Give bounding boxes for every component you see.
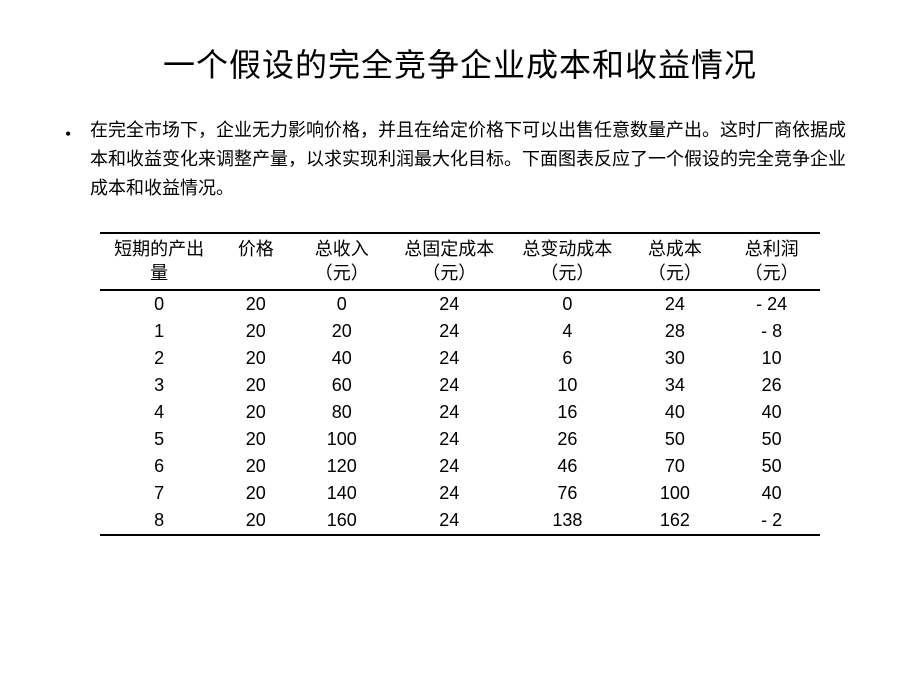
cell-profit: - 8 [723, 318, 820, 345]
cell-fixed: 24 [390, 345, 508, 372]
table-row: 220402463010 [100, 345, 820, 372]
cell-output: 5 [100, 426, 218, 453]
cell-profit: - 24 [723, 290, 820, 318]
cell-variable: 10 [508, 372, 626, 399]
cell-fixed: 24 [390, 318, 508, 345]
cell-revenue: 0 [293, 290, 390, 318]
cell-variable: 76 [508, 480, 626, 507]
table-row: 020024024- 24 [100, 290, 820, 318]
cell-variable: 16 [508, 399, 626, 426]
cell-profit: 26 [723, 372, 820, 399]
header-total-l2: （元） [648, 263, 702, 283]
header-fixed-cost: 总固定成本 （元） [390, 233, 508, 290]
cell-price: 20 [218, 507, 293, 535]
header-profit: 总利润 （元） [723, 233, 820, 290]
cell-output: 4 [100, 399, 218, 426]
cell-fixed: 24 [390, 480, 508, 507]
cell-variable: 4 [508, 318, 626, 345]
cell-variable: 26 [508, 426, 626, 453]
page-title: 一个假设的完全竞争企业成本和收益情况 [50, 40, 870, 86]
header-total-cost: 总成本 （元） [627, 233, 724, 290]
cell-revenue: 160 [293, 507, 390, 535]
header-total-l1: 总成本 [648, 239, 702, 259]
cell-variable: 138 [508, 507, 626, 535]
cell-output: 8 [100, 507, 218, 535]
header-variable-cost: 总变动成本 （元） [508, 233, 626, 290]
cell-output: 2 [100, 345, 218, 372]
cell-profit: 10 [723, 345, 820, 372]
cell-fixed: 24 [390, 507, 508, 535]
header-price: 价格 [218, 233, 293, 290]
header-variable-l1: 总变动成本 [522, 239, 612, 259]
cell-variable: 0 [508, 290, 626, 318]
cell-variable: 46 [508, 453, 626, 480]
cell-price: 20 [218, 345, 293, 372]
header-revenue: 总收入 （元） [293, 233, 390, 290]
cell-price: 20 [218, 399, 293, 426]
cell-total: 162 [627, 507, 724, 535]
cell-price: 20 [218, 453, 293, 480]
data-table-container: 短期的产出量 价格 总收入 （元） 总固定成本 （元） 总变动成本 （元） 总成… [100, 232, 820, 536]
cell-fixed: 24 [390, 426, 508, 453]
cell-profit: 40 [723, 480, 820, 507]
cell-output: 7 [100, 480, 218, 507]
cell-total: 34 [627, 372, 724, 399]
description-text: 在完全市场下，企业无力影响价格，并且在给定价格下可以出售任意数量产出。这时厂商依… [90, 120, 846, 198]
cell-total: 70 [627, 453, 724, 480]
table-header-row: 短期的产出量 价格 总收入 （元） 总固定成本 （元） 总变动成本 （元） 总成… [100, 233, 820, 290]
header-profit-l1: 总利润 [745, 239, 799, 259]
cell-price: 20 [218, 372, 293, 399]
cell-revenue: 120 [293, 453, 390, 480]
cell-total: 24 [627, 290, 724, 318]
cell-revenue: 100 [293, 426, 390, 453]
cell-fixed: 24 [390, 372, 508, 399]
cell-profit: 50 [723, 426, 820, 453]
cell-total: 28 [627, 318, 724, 345]
table-row: 1202024428- 8 [100, 318, 820, 345]
cell-price: 20 [218, 480, 293, 507]
cell-revenue: 20 [293, 318, 390, 345]
cell-variable: 6 [508, 345, 626, 372]
cell-total: 50 [627, 426, 724, 453]
table-row: 4208024164040 [100, 399, 820, 426]
cell-price: 20 [218, 290, 293, 318]
cell-price: 20 [218, 318, 293, 345]
table-body: 020024024- 241202024428- 822040246301032… [100, 290, 820, 535]
cell-fixed: 24 [390, 290, 508, 318]
cell-total: 100 [627, 480, 724, 507]
header-output: 短期的产出量 [100, 233, 218, 290]
cell-profit: 40 [723, 399, 820, 426]
table-row: 720140247610040 [100, 480, 820, 507]
cell-output: 6 [100, 453, 218, 480]
header-fixed-l2: （元） [422, 263, 476, 283]
header-variable-l2: （元） [540, 263, 594, 283]
header-revenue-l1: 总收入 [315, 239, 369, 259]
table-row: 3206024103426 [100, 372, 820, 399]
cell-output: 3 [100, 372, 218, 399]
header-profit-l2: （元） [745, 263, 799, 283]
header-fixed-l1: 总固定成本 [404, 239, 494, 259]
table-row: 62012024467050 [100, 453, 820, 480]
cell-price: 20 [218, 426, 293, 453]
cell-revenue: 60 [293, 372, 390, 399]
cell-revenue: 40 [293, 345, 390, 372]
cell-output: 1 [100, 318, 218, 345]
description-paragraph: • 在完全市场下，企业无力影响价格，并且在给定价格下可以出售任意数量产出。这时厂… [90, 116, 850, 202]
bullet-icon: • [65, 120, 71, 149]
cell-output: 0 [100, 290, 218, 318]
cost-revenue-table: 短期的产出量 价格 总收入 （元） 总固定成本 （元） 总变动成本 （元） 总成… [100, 232, 820, 536]
cell-profit: 50 [723, 453, 820, 480]
cell-fixed: 24 [390, 453, 508, 480]
header-revenue-l2: （元） [315, 263, 369, 283]
cell-profit: - 2 [723, 507, 820, 535]
cell-revenue: 140 [293, 480, 390, 507]
cell-revenue: 80 [293, 399, 390, 426]
table-row: 52010024265050 [100, 426, 820, 453]
cell-fixed: 24 [390, 399, 508, 426]
table-row: 82016024138162- 2 [100, 507, 820, 535]
cell-total: 30 [627, 345, 724, 372]
cell-total: 40 [627, 399, 724, 426]
